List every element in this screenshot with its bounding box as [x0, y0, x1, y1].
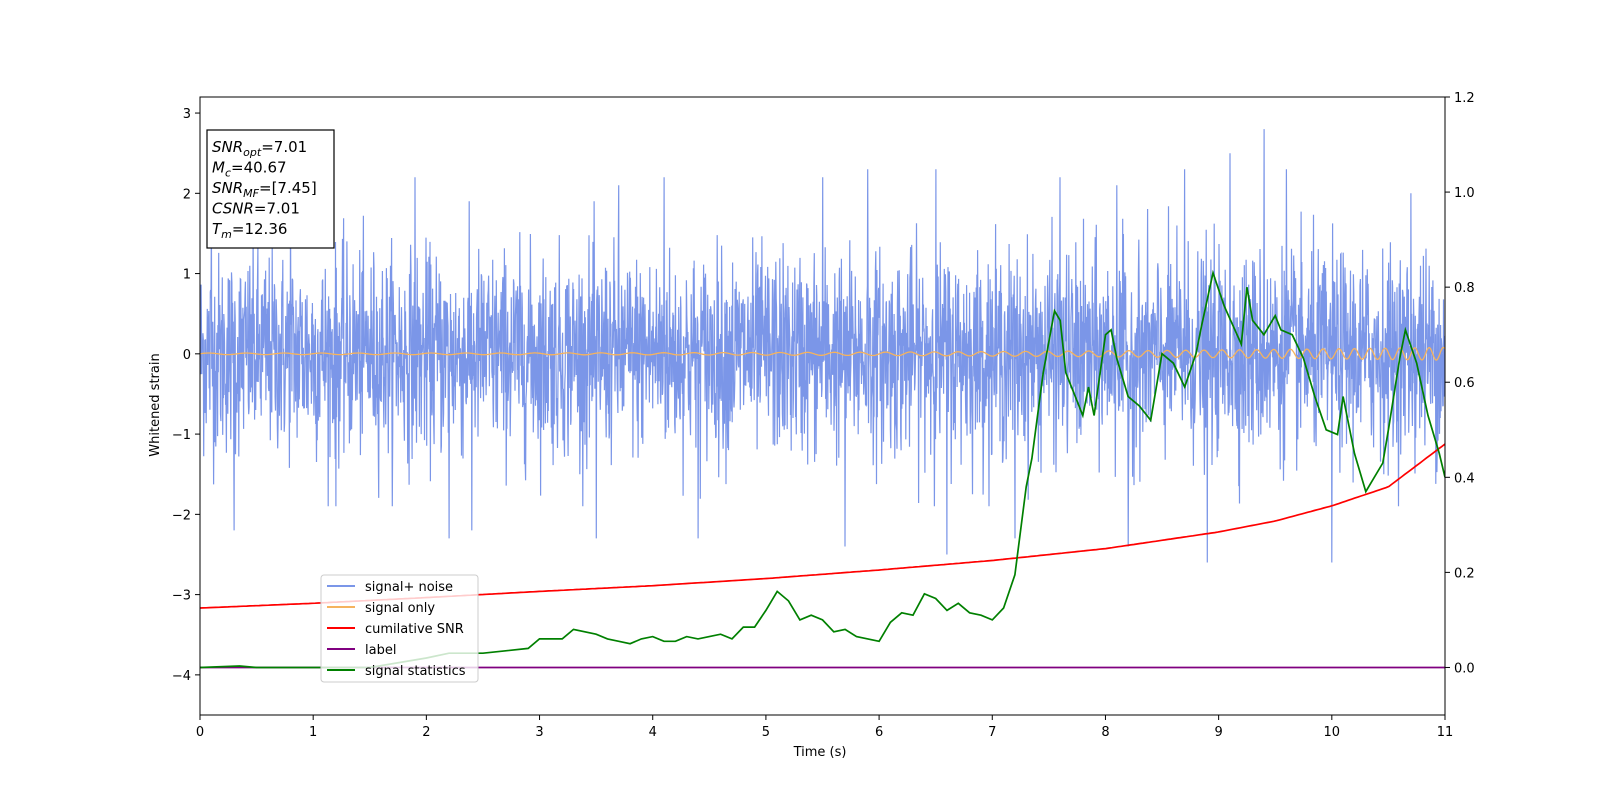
y-tick-label: 2 [183, 187, 191, 202]
y2-tick-label: 0.6 [1454, 376, 1475, 391]
x-axis-label: Time (s) [793, 745, 847, 760]
y2-tick-label: 0.4 [1454, 471, 1475, 486]
info-line: Mc=40.67 [212, 159, 287, 180]
x-tick-label: 3 [535, 725, 543, 740]
y-tick-label: −1 [172, 428, 191, 443]
legend-label: cumilative SNR [365, 622, 464, 637]
y-tick-label: 3 [183, 107, 191, 122]
info-line: CSNR=7.01 [212, 200, 300, 218]
info-box-frame [206, 129, 335, 249]
y-axis-label: Whitened strain [148, 353, 163, 456]
legend-label: signal+ noise [365, 580, 453, 595]
info-line: SNRMF=[7.45] [212, 179, 317, 200]
y2-tick-label: 0.8 [1454, 281, 1475, 296]
legend-label: signal only [365, 601, 435, 616]
x-tick-label: 7 [988, 725, 996, 740]
legend-label: signal statistics [365, 664, 466, 679]
y-tick-label: 0 [183, 348, 191, 363]
x-tick-label: 10 [1324, 725, 1341, 740]
legend-label: label [365, 643, 396, 658]
axes: 0 1 2 3 4 5 6 7 8 9 10 113210−1−2−3−41.21.00.80.60.… [172, 91, 1475, 740]
x-tick-label: 5 [762, 725, 770, 740]
y-tick-label: −2 [172, 508, 191, 523]
y2-tick-label: 0.2 [1454, 566, 1475, 581]
x-tick-label: 1 [309, 725, 317, 740]
y2-tick-label: 0.0 [1454, 661, 1475, 676]
y2-tick-label: 1.2 [1454, 91, 1475, 106]
y-tick-label: 1 [183, 268, 191, 283]
info-box: SNRopt=7.01Mc=40.67SNRMF=[7.45]CSNR=7.01… [206, 129, 335, 249]
x-tick-label: 0 [196, 725, 204, 740]
y-tick-label: −4 [172, 669, 191, 684]
x-tick-label: 6 [875, 725, 883, 740]
info-line: SNRopt=7.01 [212, 138, 307, 159]
y-tick-label: −3 [172, 589, 191, 604]
x-tick-label: 8 [1101, 725, 1109, 740]
axes-frame [199, 96, 1446, 716]
series-signal-statistics-line [200, 269, 1445, 669]
legend-frame [320, 574, 479, 683]
x-tick-label: 11 [1437, 725, 1454, 740]
x-tick-label: 4 [649, 725, 657, 740]
x-tick-label: 2 [422, 725, 430, 740]
series-signal-only-line [200, 346, 1445, 361]
legend: signal+ noise signal only cumilative SNR la… [320, 574, 479, 683]
series-signal-noise-line [200, 129, 1445, 563]
y2-tick-label: 1.0 [1454, 186, 1475, 201]
x-tick-label: 9 [1214, 725, 1222, 740]
info-line: Tm=12.36 [212, 220, 287, 241]
